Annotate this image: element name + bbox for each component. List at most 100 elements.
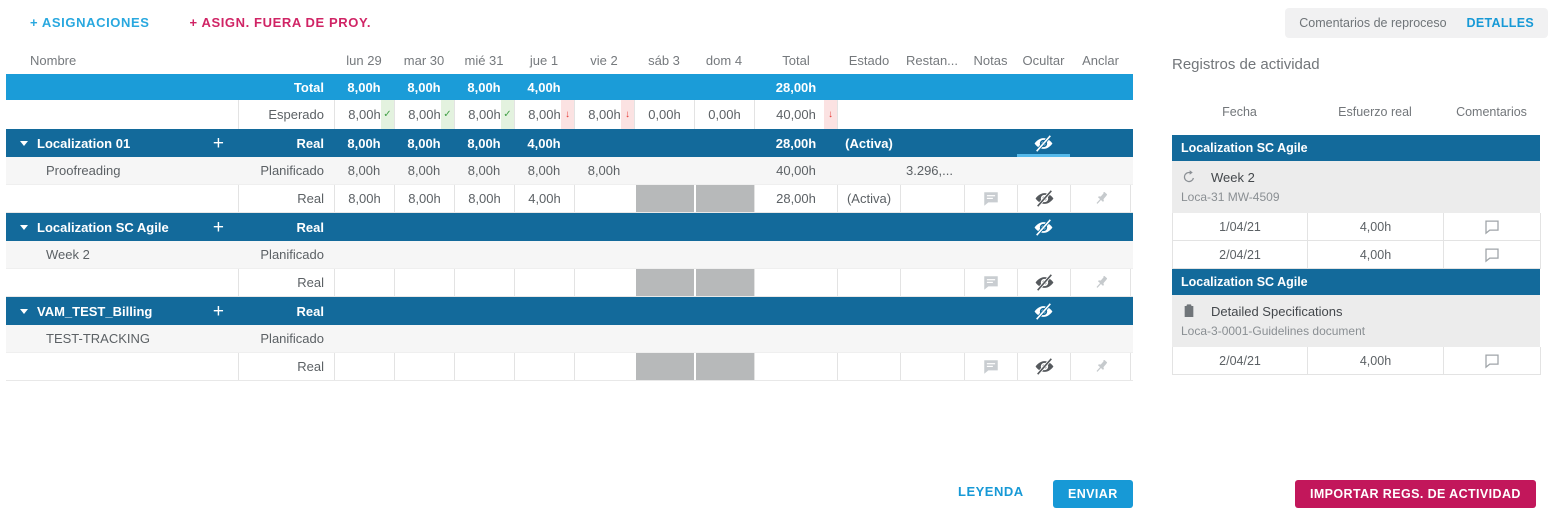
notes-button[interactable] (982, 274, 1000, 292)
add-assignments-link[interactable]: + ASIGNACIONES (30, 15, 150, 30)
eye-off-icon (1033, 217, 1054, 237)
rework-comments-pill: Comentarios de reproceso DETALLES (1285, 8, 1548, 38)
group-name-cell[interactable]: Localization 01 (6, 129, 238, 157)
disabled-day-cell (634, 269, 694, 296)
col-header-day: mié 31 (464, 52, 504, 68)
row-type-label: Real (296, 303, 324, 319)
hours-cell[interactable] (334, 353, 394, 380)
project-group-row[interactable]: VAM_TEST_Billing Real (6, 297, 1133, 325)
task-real-row: Real (6, 269, 1133, 297)
hours-cell[interactable]: 8,00h (394, 185, 454, 212)
total-day-cell (634, 74, 694, 100)
legend-link[interactable]: LEYENDA (958, 484, 1024, 499)
hide-group-button[interactable] (1033, 301, 1054, 322)
real-total-cell (754, 353, 838, 380)
add-task-button[interactable] (213, 218, 224, 237)
collapse-triangle-icon[interactable] (20, 140, 28, 146)
col-header-day: mar 30 (403, 52, 445, 68)
task-planned-row: TEST-TRACKING Planificado (6, 325, 1133, 353)
hide-row-button[interactable] (1033, 188, 1055, 209)
import-activity-logs-button[interactable]: IMPORTAR REGS. DE ACTIVIDAD (1295, 480, 1536, 508)
hide-group-button[interactable] (1033, 133, 1054, 154)
sprint-icon (1183, 169, 1195, 183)
entry-effort: 4,00h (1308, 213, 1444, 241)
disabled-day-cell (694, 269, 754, 296)
remaining-cell: 3.296,... (906, 163, 953, 178)
expected-day-cell: 8,00h (334, 100, 394, 129)
notes-icon (983, 191, 999, 206)
add-out-of-project-link[interactable]: + ASIGN. FUERA DE PROY. (189, 15, 372, 30)
add-task-button[interactable] (213, 302, 224, 321)
hours-cell[interactable] (514, 353, 574, 380)
comment-icon (1485, 354, 1499, 368)
disabled-day-cell (634, 185, 694, 212)
hours-cell[interactable]: 8,00h (454, 185, 514, 212)
hours-cell[interactable]: 8,00h (334, 185, 394, 212)
group-name-cell[interactable]: VAM_TEST_Billing (6, 297, 238, 325)
col-header-day: sáb 3 (648, 52, 680, 68)
total-day-cell (574, 74, 634, 100)
collapse-triangle-icon[interactable] (20, 224, 28, 230)
row-type-label: Planificado (260, 247, 324, 262)
pin-icon (1093, 358, 1109, 374)
hours-cell[interactable] (394, 269, 454, 296)
entry-comment-button[interactable] (1483, 246, 1501, 264)
hours-cell[interactable] (454, 269, 514, 296)
project-group-row[interactable]: Localization 01 Real 8,00h 8,00h 8,00h 4… (6, 129, 1133, 157)
group-name-cell[interactable]: Localization SC Agile (6, 213, 238, 241)
activity-section-project: Localization SC Agile (1172, 269, 1540, 295)
pin-button[interactable] (1088, 270, 1113, 295)
task-name: Proofreading (46, 163, 121, 178)
activity-log-panel: Registros de actividad Fecha Esfuerzo re… (1172, 56, 1541, 375)
activity-task-code: Loca-3-0001-Guidelines document (1172, 321, 1540, 347)
hide-group-button[interactable] (1033, 217, 1054, 238)
task-name: TEST-TRACKING (46, 331, 151, 346)
eye-off-icon (1033, 357, 1055, 376)
pin-button[interactable] (1088, 354, 1113, 379)
task-real-row: Real (6, 353, 1133, 381)
col-header-esfuerzo: Esfuerzo real (1338, 105, 1412, 119)
col-header-day: lun 29 (346, 52, 382, 68)
project-group-row[interactable]: Localization SC Agile Real (6, 213, 1133, 241)
submit-button[interactable]: ENVIAR (1053, 480, 1133, 508)
grid-header-row: Nombre lun 29 mar 30 mié 31 jue 1 vie 2 … (6, 46, 1133, 74)
hours-cell[interactable] (574, 185, 634, 212)
activity-task-header: Week 2 (1172, 161, 1540, 187)
hide-row-button[interactable] (1033, 272, 1055, 293)
hours-cell[interactable] (574, 269, 634, 296)
entry-comment-button[interactable] (1483, 218, 1501, 236)
entry-effort: 4,00h (1308, 347, 1444, 375)
hide-row-button[interactable] (1033, 356, 1055, 377)
eye-off-icon (1033, 189, 1055, 208)
activity-entry-row: 2/04/21 4,00h (1172, 241, 1541, 269)
col-header-day: jue 1 (529, 52, 559, 68)
collapse-triangle-icon[interactable] (20, 308, 28, 314)
hours-cell[interactable]: 4,00h (514, 185, 574, 212)
row-type-label: Total (293, 79, 324, 95)
group-name: Localization 01 (37, 135, 131, 151)
col-header-fecha: Fecha (1222, 105, 1257, 119)
check-icon (381, 100, 394, 129)
total-day-cell: 8,00h (467, 79, 501, 95)
notes-button[interactable] (982, 358, 1000, 376)
hours-cell[interactable] (454, 353, 514, 380)
hours-cell[interactable] (334, 269, 394, 296)
add-task-button[interactable] (213, 134, 224, 153)
activity-entry-row: 1/04/21 4,00h (1172, 213, 1541, 241)
eye-off-icon (1033, 273, 1055, 292)
row-type-label: Planificado (260, 163, 324, 178)
total-day-cell: 4,00h (527, 79, 561, 95)
pin-button[interactable] (1088, 186, 1113, 211)
hours-cell[interactable] (514, 269, 574, 296)
rework-comments-label: Comentarios de reproceso (1299, 16, 1447, 30)
comment-icon (1485, 248, 1499, 262)
details-link[interactable]: DETALLES (1466, 16, 1534, 30)
hours-cell[interactable] (574, 353, 634, 380)
hours-cell[interactable] (394, 353, 454, 380)
entry-comment-button[interactable] (1483, 352, 1501, 370)
expected-day-cell: 8,00h (394, 100, 454, 129)
group-name: VAM_TEST_Billing (37, 303, 153, 319)
notes-icon (983, 275, 999, 290)
notes-button[interactable] (982, 190, 1000, 208)
